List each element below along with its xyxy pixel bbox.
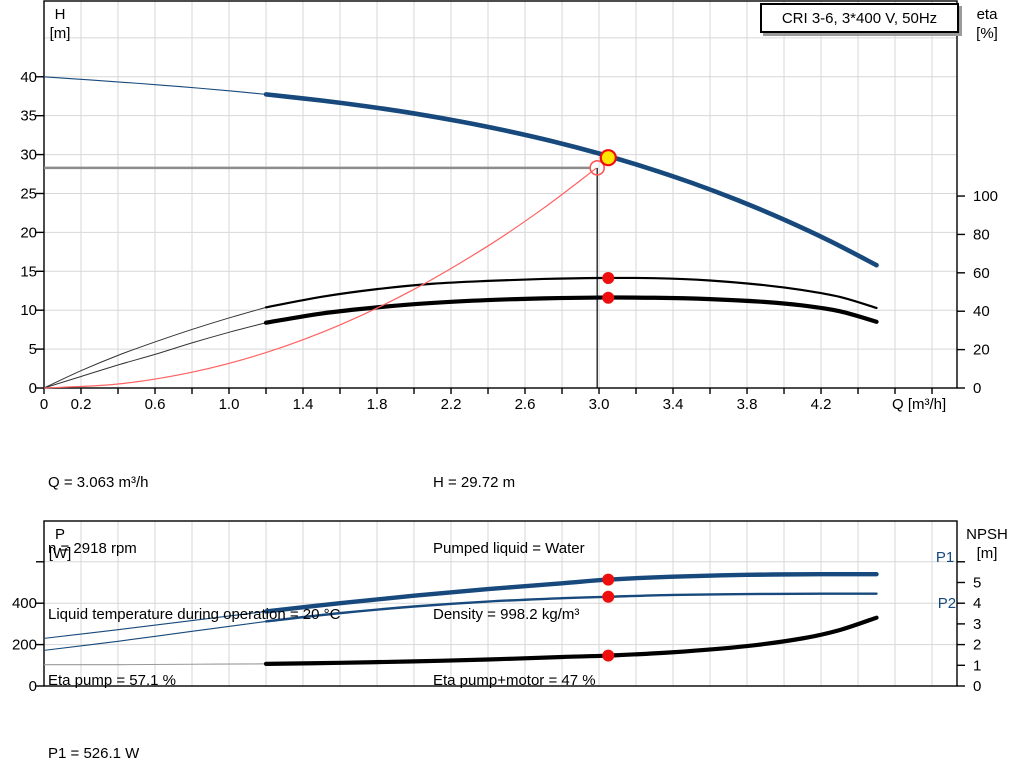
bottom-left-axis-unit: [W] [49, 545, 72, 562]
pump-curve [263, 92, 879, 268]
system-curve [43, 167, 597, 389]
left-axis-tick-label: 40 [20, 69, 37, 86]
right-axis-tick-label: 2 [973, 637, 981, 654]
right-axis-tick-label: 20 [973, 342, 990, 359]
info-flow: Q = 3.063 m³/h [48, 474, 149, 491]
x-axis-unit-label: Q [m³/h] [892, 396, 946, 413]
left-axis-tick-label: 25 [20, 185, 37, 202]
p1-dot [602, 573, 615, 586]
pump-title-box: CRI 3-6, 3*400 V, 50Hz [760, 3, 959, 33]
x-axis-tick-label: 2.2 [441, 396, 462, 413]
eta-pump-curve-thin [43, 306, 267, 389]
left-axis-tick-label: 15 [20, 263, 37, 280]
p2-curve-thin [43, 620, 267, 651]
x-axis-tick-label: 3.0 [589, 396, 610, 413]
top-left-axis-unit: [m] [50, 25, 71, 42]
npsh-dot [602, 649, 615, 662]
right-axis-tick-label: 0 [973, 380, 981, 397]
x-axis-tick-label: 1.4 [293, 396, 314, 413]
x-axis-tick-label: 2.6 [515, 396, 536, 413]
x-axis-tick-label: 4.2 [811, 396, 832, 413]
bottom-right-axis-name: NPSH [966, 526, 1008, 543]
left-axis-tick-label: 5 [29, 341, 37, 358]
info-speed: n = 2918 rpm [48, 540, 137, 557]
bottom-left-axis-name: P [55, 526, 65, 543]
x-axis-tick-label: 0 [40, 396, 48, 413]
duty-info-right-column: H = 29.72 m Pumped liquid = Water Densit… [433, 428, 596, 736]
right-axis-tick-label: 40 [973, 303, 990, 320]
info-head: H = 29.72 m [433, 474, 516, 491]
duty-info-left-column: Q = 3.063 m³/h n = 2918 rpm Liquid tempe… [48, 428, 340, 736]
left-axis-tick-label: 200 [12, 637, 37, 654]
top-right-axis-name: eta [977, 6, 999, 23]
right-axis-tick-label: 0 [973, 678, 981, 695]
right-axis-tick-label: 4 [973, 595, 981, 612]
right-axis-tick-label: 80 [973, 226, 990, 243]
duty-point-marker[interactable] [599, 149, 617, 167]
top-chart-border [43, 0, 958, 389]
left-axis-tick-label: 20 [20, 224, 37, 241]
top-right-axis-unit: [%] [976, 25, 998, 42]
top-left-axis-name: H [55, 6, 66, 23]
p1-curve-thin [43, 610, 267, 639]
npsh-curve-thin [43, 663, 267, 666]
right-axis-tick-label: 60 [973, 265, 990, 282]
result-p1: P1 = 526.1 W [48, 745, 140, 762]
info-pumped-liquid: Pumped liquid = Water [433, 540, 585, 557]
x-axis-tick-label: 0.6 [145, 396, 166, 413]
x-axis-tick-label: 0.2 [71, 396, 92, 413]
p2-dot [602, 590, 615, 603]
p2-curve [264, 592, 878, 623]
left-axis-tick-label: 35 [20, 108, 37, 125]
system-intersection-marker[interactable] [589, 160, 605, 176]
left-axis-tick-label: 400 [12, 595, 37, 612]
p1-label: P1 [936, 549, 954, 566]
left-axis-tick-label: 0 [29, 678, 37, 695]
left-axis-tick-label: 10 [20, 302, 37, 319]
right-axis-tick-label: 5 [973, 574, 981, 591]
eta-pump-motor-dot [602, 291, 615, 304]
power-results-column: P1 = 526.1 W P2 = 433.8 W NPSH = 1.47 m [48, 699, 153, 781]
info-density: Density = 998.2 kg/m³ [433, 606, 580, 623]
x-axis-tick-label: 3.4 [663, 396, 684, 413]
eta-pump-motor-curve-thin [43, 322, 267, 389]
x-axis-tick-label: 3.8 [737, 396, 758, 413]
eta-pump-motor-curve [263, 295, 879, 325]
bottom-right-axis-unit: [m] [977, 545, 998, 562]
info-eta-pump-motor: Eta pump+motor = 47 % [433, 672, 596, 689]
p2-label: P2 [938, 595, 956, 612]
pump-title-text: CRI 3-6, 3*400 V, 50Hz [781, 9, 938, 27]
pump-curve-thin [43, 76, 267, 95]
eta-pump-curve [264, 276, 878, 310]
info-eta-pump: Eta pump = 57.1 % [48, 672, 176, 689]
x-axis-tick-label: 1.8 [367, 396, 388, 413]
left-axis-tick-label: 30 [20, 147, 37, 164]
p1-curve [263, 571, 879, 614]
x-axis-tick-label: 1.0 [219, 396, 240, 413]
eta-pump-dot [602, 272, 615, 285]
info-liquid-temperature: Liquid temperature during operation = 20… [48, 606, 341, 623]
right-axis-tick-label: 1 [973, 657, 981, 674]
left-axis-tick-label: 0 [29, 380, 37, 397]
right-axis-tick-label: 3 [973, 616, 981, 633]
right-axis-tick-label: 100 [973, 188, 998, 205]
